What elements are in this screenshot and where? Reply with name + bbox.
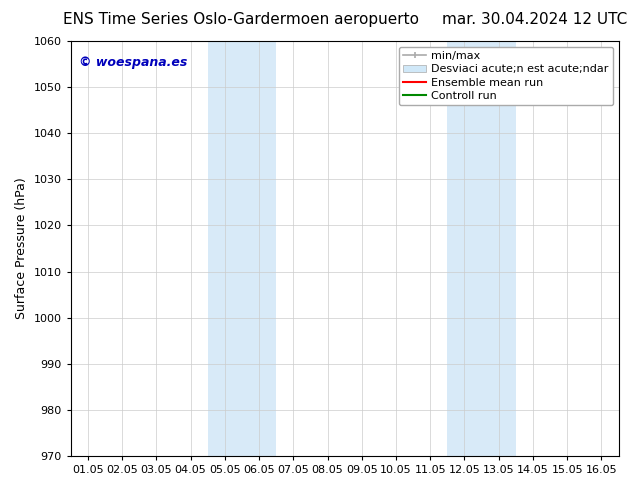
Bar (448, 41, 516, 456)
Bar (208, 41, 276, 456)
Text: mar. 30.04.2024 12 UTC: mar. 30.04.2024 12 UTC (443, 12, 628, 27)
Y-axis label: Surface Pressure (hPa): Surface Pressure (hPa) (15, 178, 28, 319)
Text: ENS Time Series Oslo-Gardermoen aeropuerto: ENS Time Series Oslo-Gardermoen aeropuer… (63, 12, 419, 27)
Legend: min/max, Desviaci acute;n est acute;ndar, Ensemble mean run, Controll run: min/max, Desviaci acute;n est acute;ndar… (399, 47, 613, 105)
Text: © woespana.es: © woespana.es (79, 55, 187, 69)
